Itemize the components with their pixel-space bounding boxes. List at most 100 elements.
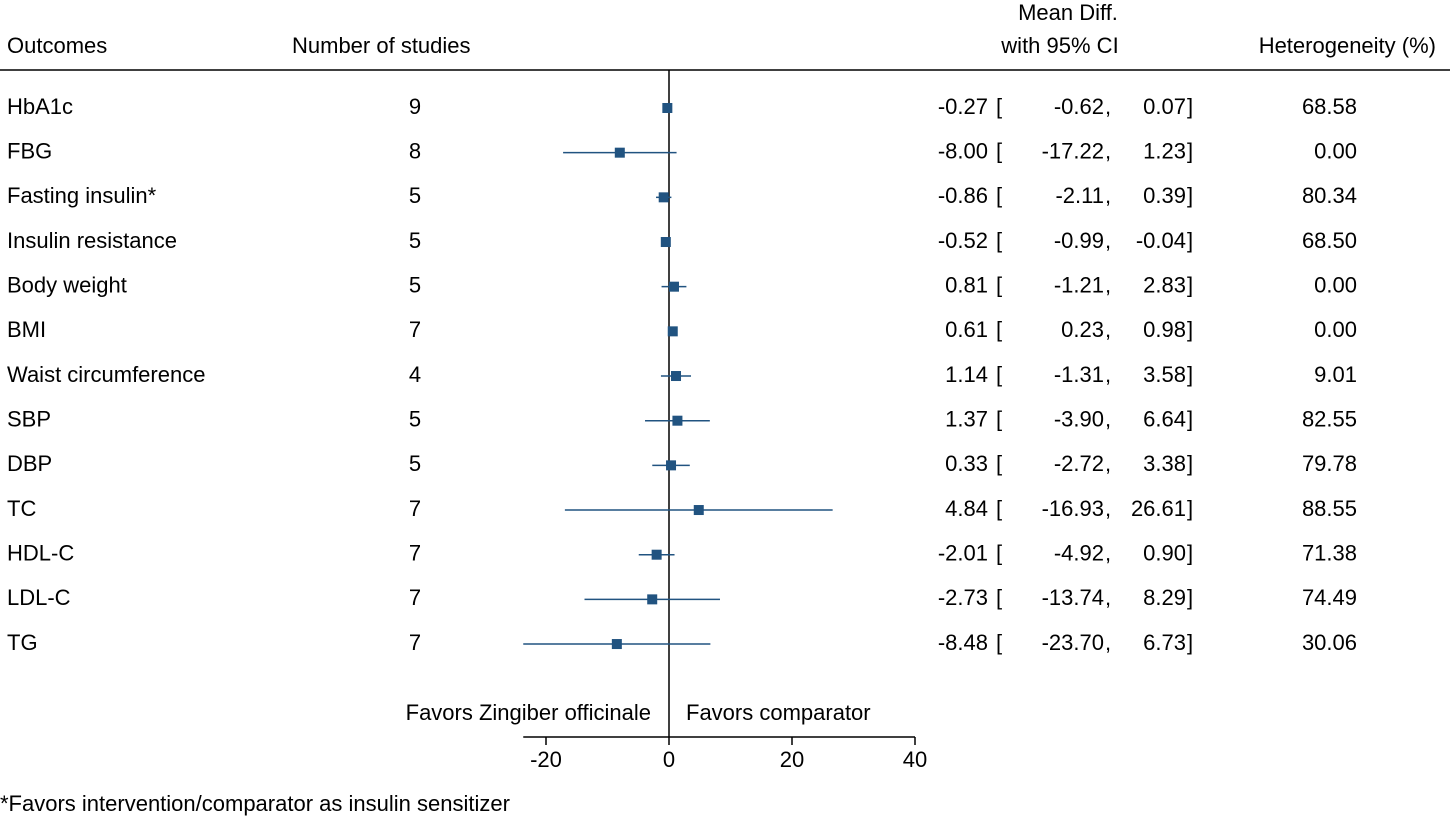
- outcome-label: FBG: [7, 138, 52, 163]
- x-tick-label: 20: [780, 747, 804, 772]
- outcome-label: Body weight: [7, 272, 127, 297]
- mean-label: -8.00: [938, 138, 988, 163]
- outcome-label: TC: [7, 496, 36, 521]
- heterogeneity-label: 82.55: [1302, 407, 1357, 432]
- mean-label: 0.81: [945, 272, 988, 297]
- ci-open: [: [996, 228, 1002, 253]
- studies-label: 5: [409, 451, 421, 476]
- heterogeneity-label: 68.58: [1302, 94, 1357, 119]
- heterogeneity-label: 68.50: [1302, 228, 1357, 253]
- studies-label: 4: [409, 362, 421, 387]
- ci-sep: ,: [1105, 585, 1111, 610]
- lower-label: -0.62: [1054, 94, 1104, 119]
- ci-open: [: [996, 317, 1002, 342]
- upper-label: 3.38: [1143, 451, 1186, 476]
- outcome-label: Fasting insulin*: [7, 183, 157, 208]
- ci-close: ]: [1187, 407, 1193, 432]
- heterogeneity-label: 74.49: [1302, 585, 1357, 610]
- upper-label: 8.29: [1143, 585, 1186, 610]
- upper-label: 0.39: [1143, 183, 1186, 208]
- lower-label: -1.31: [1054, 362, 1104, 387]
- mean-label: 1.14: [945, 362, 988, 387]
- upper-label: 6.73: [1143, 630, 1186, 655]
- ci-close: ]: [1187, 630, 1193, 655]
- heterogeneity-label: 9.01: [1314, 362, 1357, 387]
- heterogeneity-label: 0.00: [1314, 138, 1357, 163]
- mean-label: 1.37: [945, 407, 988, 432]
- upper-label: 6.64: [1143, 407, 1186, 432]
- ci-close: ]: [1187, 138, 1193, 163]
- studies-label: 7: [409, 496, 421, 521]
- heterogeneity-label: 0.00: [1314, 272, 1357, 297]
- heterogeneity-label: 71.38: [1302, 541, 1357, 566]
- studies-label: 7: [409, 585, 421, 610]
- lower-label: -13.74: [1042, 585, 1104, 610]
- favors-left: Favors Zingiber officinale: [406, 700, 651, 725]
- heterogeneity-label: 79.78: [1302, 451, 1357, 476]
- outcome-label: SBP: [7, 407, 51, 432]
- point-estimate: [666, 460, 677, 471]
- ci-sep: ,: [1105, 94, 1111, 119]
- ci-close: ]: [1187, 585, 1193, 610]
- lower-label: -4.92: [1054, 541, 1104, 566]
- ci-close: ]: [1187, 94, 1193, 119]
- heterogeneity-label: 0.00: [1314, 317, 1357, 342]
- outcome-label: Insulin resistance: [7, 228, 177, 253]
- ci-close: ]: [1187, 228, 1193, 253]
- ci-sep: ,: [1105, 362, 1111, 387]
- upper-label: 3.58: [1143, 362, 1186, 387]
- point-estimate: [667, 326, 678, 337]
- ci-close: ]: [1187, 272, 1193, 297]
- ci-open: [: [996, 272, 1002, 297]
- outcome-label: HbA1c: [7, 94, 73, 119]
- x-tick-label: 40: [903, 747, 927, 772]
- ci-open: [: [996, 183, 1002, 208]
- ci-open: [: [996, 407, 1002, 432]
- lower-label: -16.93: [1042, 496, 1104, 521]
- studies-label: 9: [409, 94, 421, 119]
- mean-label: -8.48: [938, 630, 988, 655]
- point-estimate: [672, 415, 683, 426]
- mean-label: 0.61: [945, 317, 988, 342]
- point-estimate: [611, 639, 622, 650]
- ci-sep: ,: [1105, 496, 1111, 521]
- ci-sep: ,: [1105, 228, 1111, 253]
- ci-open: [: [996, 138, 1002, 163]
- lower-label: -1.21: [1054, 272, 1104, 297]
- ci-close: ]: [1187, 317, 1193, 342]
- outcome-label: Waist circumference: [7, 362, 205, 387]
- ci-close: ]: [1187, 496, 1193, 521]
- upper-label: 26.61: [1131, 496, 1186, 521]
- upper-label: 0.07: [1143, 94, 1186, 119]
- mean-label: -0.27: [938, 94, 988, 119]
- lower-label: -2.11: [1055, 183, 1104, 208]
- ci-open: [: [996, 362, 1002, 387]
- point-estimate: [651, 549, 662, 560]
- heterogeneity-label: 88.55: [1302, 496, 1357, 521]
- ci-sep: ,: [1105, 272, 1111, 297]
- lower-label: -3.90: [1054, 407, 1104, 432]
- ci-sep: ,: [1105, 451, 1111, 476]
- upper-label: 1.23: [1143, 138, 1186, 163]
- ci-open: [: [996, 496, 1002, 521]
- header-studies: Number of studies: [292, 33, 471, 58]
- ci-sep: ,: [1105, 317, 1111, 342]
- ci-sep: ,: [1105, 407, 1111, 432]
- point-estimate: [662, 103, 673, 113]
- point-estimate: [658, 192, 669, 203]
- heterogeneity-label: 80.34: [1302, 183, 1357, 208]
- mean-label: -0.52: [938, 228, 988, 253]
- ci-close: ]: [1187, 183, 1193, 208]
- outcome-label: BMI: [7, 317, 46, 342]
- ci-open: [: [996, 94, 1002, 119]
- header-effect: with 95% CI: [1000, 33, 1118, 58]
- heterogeneity-label: 30.06: [1302, 630, 1357, 655]
- header-effect: Mean Diff.: [1018, 0, 1118, 25]
- lower-label: -2.72: [1054, 451, 1104, 476]
- header-heterogeneity: Heterogeneity (%): [1259, 33, 1436, 58]
- mean-label: -2.73: [938, 585, 988, 610]
- point-estimate: [671, 371, 682, 382]
- studies-label: 7: [409, 541, 421, 566]
- lower-label: 0.23: [1061, 317, 1104, 342]
